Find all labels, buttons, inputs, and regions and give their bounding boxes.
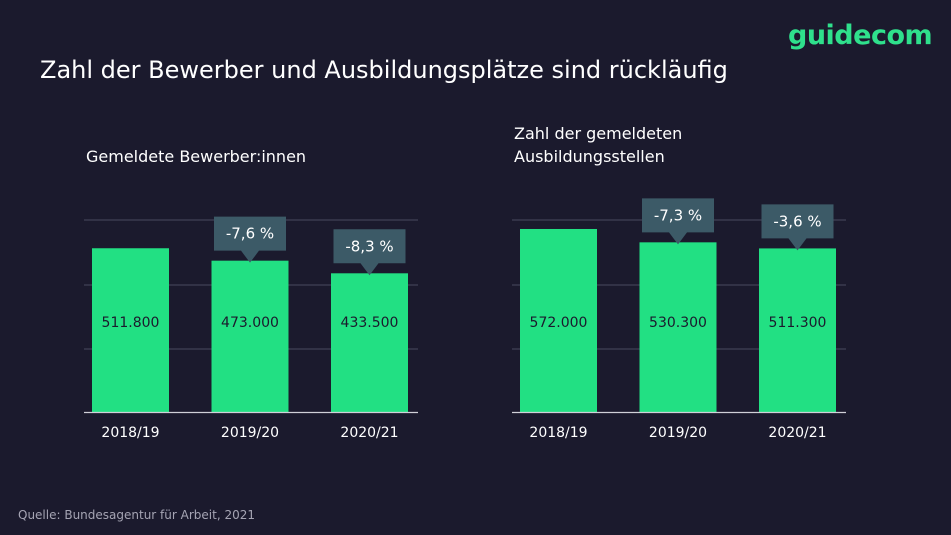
bar-applicants-1	[211, 260, 289, 412]
chart-title-positions: Zahl der gemeldeten Ausbildungsstellen	[514, 124, 683, 166]
change-callout-positions-1	[642, 198, 714, 245]
change-label-positions-2: -3,6 %	[773, 212, 821, 230]
bar-applicants-0	[92, 248, 169, 412]
tick-label-applicants-0: 2018/19	[101, 425, 159, 441]
tick-label-positions-2: 2020/21	[768, 425, 826, 441]
tick-label-applicants-2: 2020/21	[340, 425, 398, 441]
change-label-positions-1: -7,3 %	[654, 206, 702, 224]
bar-value-label-applicants-2: 433.500	[341, 315, 399, 331]
change-callout-positions-2	[761, 204, 834, 251]
bar-value-label-positions-2: 511.300	[769, 315, 827, 331]
bar-positions-2	[759, 248, 836, 412]
bar-applicants-2	[331, 273, 408, 412]
source-note: Quelle: Bundesagentur für Arbeit, 2021	[18, 508, 255, 522]
bar-value-label-positions-0: 572.000	[530, 315, 588, 331]
change-label-applicants-1: -7,6 %	[226, 225, 274, 243]
bar-positions-0	[520, 228, 597, 412]
bar-value-label-applicants-1: 473.000	[221, 315, 279, 331]
change-label-applicants-2: -8,3 %	[345, 237, 393, 255]
chart-title-applicants: Gemeldete Bewerber:innen	[86, 147, 307, 166]
guidecom-logo: guidecom	[788, 20, 933, 51]
tick-label-applicants-1: 2019/20	[221, 425, 279, 441]
tick-label-positions-1: 2019/20	[649, 425, 707, 441]
bar-positions-1	[639, 242, 717, 412]
change-callout-applicants-2	[333, 229, 406, 276]
bar-value-label-positions-1: 530.300	[649, 315, 707, 331]
bar-value-label-applicants-0: 511.800	[102, 315, 160, 331]
change-callout-applicants-1	[214, 216, 286, 263]
tick-label-positions-0: 2018/19	[529, 425, 587, 441]
page-title: Zahl der Bewerber und Ausbildungsplätze …	[40, 56, 728, 84]
